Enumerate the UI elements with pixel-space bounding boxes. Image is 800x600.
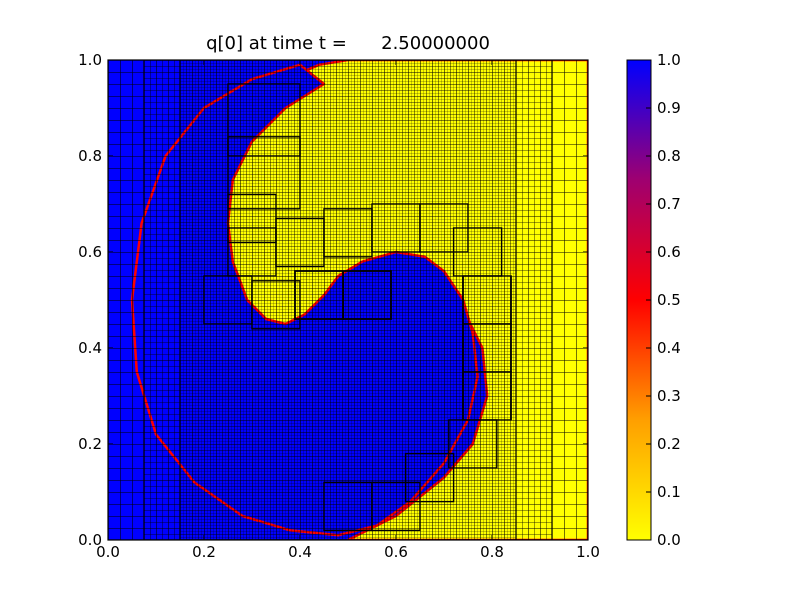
colorbar-tick-label: 0.5 [657, 291, 681, 309]
x-tick-label: 0.8 [480, 543, 504, 561]
colorbar-tick-label: 0.3 [657, 387, 681, 405]
y-tick-label: 1.0 [78, 51, 102, 69]
y-tick-label: 0.8 [78, 147, 102, 165]
x-tick-label: 0.0 [96, 543, 120, 561]
patch-block [342, 270, 392, 320]
patch-block [227, 136, 301, 210]
x-tick-label: 0.6 [384, 543, 408, 561]
patch-block [203, 275, 253, 325]
patch-block [448, 419, 498, 469]
y-tick-label: 0.2 [78, 435, 102, 453]
y-tick-label: 0.6 [78, 243, 102, 261]
colorbar-tick-label: 0.1 [657, 483, 681, 501]
plot-frame [107, 59, 589, 541]
colorbar-tick-label: 0.0 [657, 531, 681, 549]
amr-patch-border [143, 60, 553, 540]
plot-area [108, 60, 588, 540]
y-tick-label: 0.0 [78, 531, 102, 549]
amr-patch-border [179, 60, 517, 540]
colorbar-tick-label: 0.8 [657, 147, 681, 165]
x-tick-label: 0.2 [192, 543, 216, 561]
patch-block [323, 481, 373, 532]
x-tick-label: 0.4 [288, 543, 312, 561]
amr-patch-level-3 [180, 60, 516, 540]
y-tick-label: 0.4 [78, 339, 102, 357]
colorbar-tick-label: 0.2 [657, 435, 681, 453]
chart-title: q[0] at time t = 2.50000000 [206, 33, 490, 54]
colorbar-tick-label: 0.4 [657, 339, 681, 357]
x-tick-label: 1.0 [576, 543, 600, 561]
colorbar-tick-label: 0.6 [657, 243, 681, 261]
colorbar-tick-label: 0.7 [657, 195, 681, 213]
colorbar-tick-label: 1.0 [657, 51, 681, 69]
patch-block [404, 452, 455, 503]
colorbar-tick-label: 0.9 [657, 99, 681, 117]
colorbar: 0.0 0.1 0.2 0.3 0.4 0.5 0.6 0.7 0.8 0.9 1.0 [626, 51, 681, 549]
patch-block [227, 83, 301, 157]
